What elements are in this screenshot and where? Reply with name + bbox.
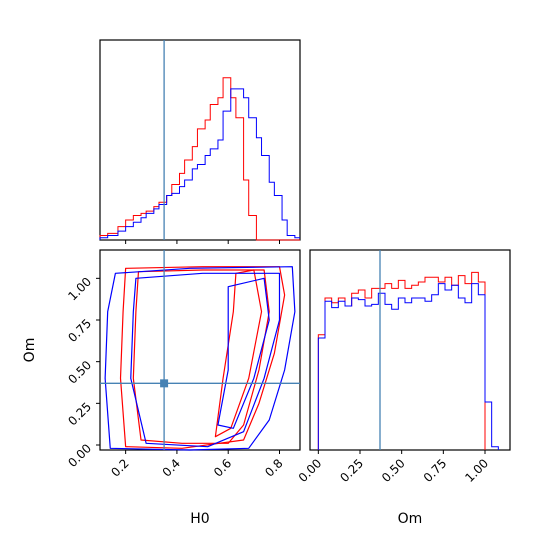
joint-x-tick-label-1: 0.4: [160, 456, 183, 479]
joint-y-tick-label-1: 0.25: [65, 400, 94, 429]
joint-y-tick-label-2: 0.50: [65, 358, 94, 387]
joint-y-tick-label-4: 1.00: [65, 275, 94, 304]
contour-blue-0: [104, 266, 296, 451]
joint-contour-panel: 0.2 0.4 0.6 0.8 0.00 0.25 0.50 0.75 1.00: [65, 249, 301, 480]
om-marginal-frame: [309, 249, 511, 451]
h0-hist-red: [99, 77, 300, 241]
om-x-tick-label-2: 0.50: [379, 456, 408, 485]
om-x-tick-label-3: 0.75: [421, 456, 450, 485]
om-hist-red: [317, 271, 486, 450]
joint-panel-frame: [99, 249, 301, 451]
om-hist-blue: [317, 283, 499, 450]
joint-y-tick-label-0: 0.00: [65, 441, 94, 470]
h0-hist-blue: [99, 88, 300, 240]
om-x-tick-label-0: 0.00: [296, 456, 325, 485]
joint-x-tick-label-3: 0.8: [262, 456, 285, 479]
contour-red-2: [214, 269, 263, 438]
om-x-tick-label-4: 1.00: [462, 456, 491, 485]
joint-y-tick-label-3: 0.75: [65, 316, 94, 345]
contour-blue-1: [130, 272, 281, 448]
contour-red-0: [119, 266, 286, 449]
x-axis-label-h0: H0: [190, 511, 209, 527]
om-x-tick-label-1: 0.25: [337, 456, 366, 485]
h0-marginal-panel: [99, 39, 301, 244]
joint-truth-marker: [160, 379, 169, 388]
om-marginal-panel: 0.00 0.25 0.50 0.75 1.00: [296, 249, 511, 485]
contour-blue-2: [217, 277, 270, 429]
x-axis-label-om: Om: [398, 511, 423, 527]
h0-marginal-frame: [99, 39, 301, 241]
joint-x-tick-label-2: 0.6: [211, 456, 234, 479]
y-axis-label-om: Om: [22, 338, 38, 363]
joint-x-tick-label-0: 0.2: [108, 456, 131, 479]
